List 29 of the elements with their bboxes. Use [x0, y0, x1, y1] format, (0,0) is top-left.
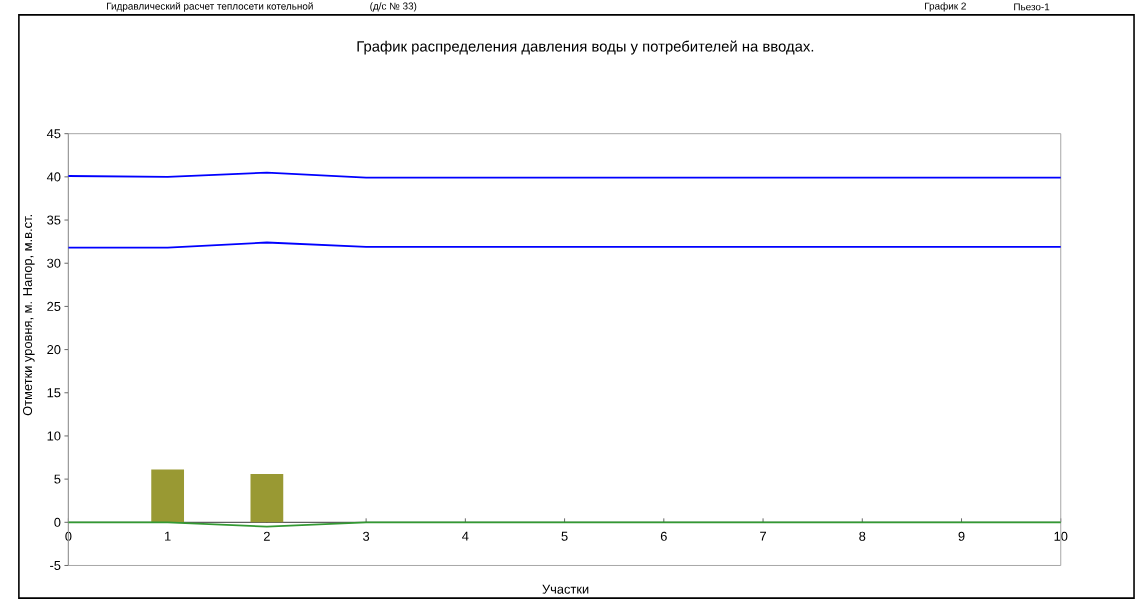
- x-tick-label: 2: [263, 531, 270, 541]
- x-axis-title: Участки: [542, 584, 589, 594]
- x-tick-label: 8: [859, 531, 866, 541]
- text: (д/с № 33): [370, 2, 417, 12]
- y-tick-label: -5: [50, 560, 61, 570]
- y-tick-label: 5: [54, 474, 61, 484]
- y-tick-label: 45: [46, 129, 61, 139]
- text: Гидравлический расчет теплосети котельной: [107, 2, 313, 12]
- x-tick-label: 10: [1054, 531, 1068, 541]
- x-tick-label: 1: [165, 531, 171, 541]
- y-tick-label: 35: [47, 215, 61, 225]
- y-tick-label: 30: [47, 258, 61, 268]
- x-tick-label: 4: [462, 531, 469, 541]
- x-tick-label: 7: [760, 531, 766, 541]
- x-tick-label: 5: [561, 531, 568, 541]
- chart-title: График распределения давления воды у потребителей на вводах.: [357, 40, 814, 55]
- y-tick-label: 15: [47, 388, 61, 398]
- x-tick-label: 3: [363, 531, 370, 541]
- text: Пьезо-1: [1014, 3, 1050, 11]
- y-tick-label: 20: [47, 345, 61, 355]
- y-tick-label: 0: [54, 517, 61, 527]
- text: График 2: [925, 2, 966, 12]
- x-tick-label: 9: [958, 531, 965, 541]
- x-tick-label: 6: [660, 531, 667, 541]
- y-tick-label: 10: [47, 431, 61, 441]
- y-axis-title: Отметки уровня, м. Напор, м.в.ст.: [22, 215, 35, 416]
- x-tick-label: 0: [65, 531, 72, 541]
- y-tick-label: 40: [46, 172, 61, 182]
- y-tick-label: 25: [47, 301, 61, 311]
